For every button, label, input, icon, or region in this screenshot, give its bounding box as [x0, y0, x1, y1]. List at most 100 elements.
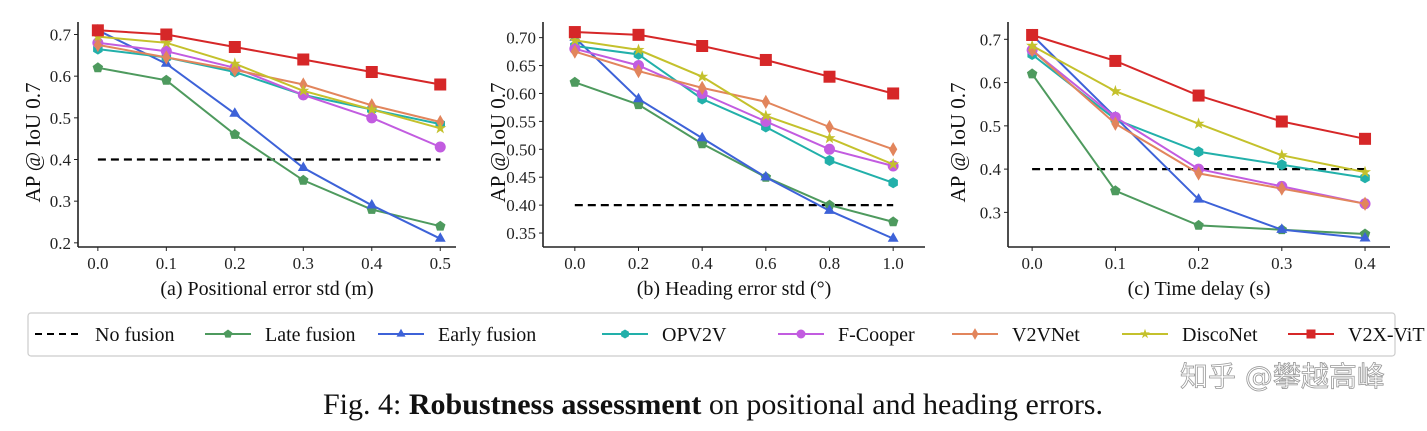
series-line [1031, 34, 1366, 240]
square-marker [91, 24, 104, 37]
thin-diamond-marker [761, 94, 770, 109]
thin-diamond-marker [1111, 116, 1120, 131]
legend-label: OPV2V [662, 324, 727, 346]
series-late-fusion [92, 62, 446, 231]
pentagon-marker [1193, 219, 1204, 230]
x-tick-label: 1.0 [883, 254, 904, 273]
pentagon-marker [92, 62, 104, 73]
hexagon-marker [1277, 159, 1287, 171]
y-tick-label: 0.40 [506, 196, 536, 215]
square-marker [1026, 28, 1039, 41]
legend-item: V2VNet [952, 324, 1080, 346]
square-marker [632, 28, 645, 41]
legend-label: V2VNet [1012, 324, 1080, 346]
pentagon-marker [887, 216, 899, 227]
x-tick-label: 0.0 [1022, 254, 1043, 273]
star-marker [228, 57, 241, 69]
watermark: 知乎 @攀越高峰 [1180, 360, 1385, 393]
y-tick-label: 0.6 [980, 74, 1001, 93]
x-tick-label: 0.0 [564, 254, 585, 273]
x-axis-label: (c) Time delay (s) [1128, 278, 1271, 300]
star-marker [823, 131, 836, 144]
y-tick-label: 0.55 [506, 112, 536, 131]
triangle-marker [1359, 232, 1371, 242]
thin-diamond-marker [1360, 196, 1370, 211]
hexagon-marker [1193, 146, 1204, 158]
y-tick-label: 0.5 [50, 109, 71, 128]
star-marker [632, 43, 645, 55]
triangle-marker [1276, 223, 1288, 233]
series-line [97, 66, 441, 228]
thin-diamond-marker [1277, 181, 1286, 196]
thin-diamond-marker [825, 119, 834, 135]
pentagon-marker [161, 74, 172, 85]
y-tick-label: 0.5 [980, 117, 1001, 136]
triangle-marker [297, 161, 309, 171]
thin-diamond-marker [1194, 166, 1203, 181]
square-marker [568, 26, 581, 39]
thin-diamond-marker [698, 80, 707, 96]
y-tick-label: 0.7 [980, 30, 1002, 49]
star-marker [1192, 117, 1205, 129]
legend-item: V2X-ViT [1288, 324, 1425, 346]
square-marker [1306, 329, 1316, 339]
thin-diamond-marker [162, 50, 171, 65]
square-marker [365, 66, 378, 78]
thin-diamond-marker [971, 328, 979, 340]
y-axis-label: AP @ IoU 0.7 [486, 82, 510, 202]
y-tick-label: 0.7 [50, 26, 72, 45]
series-late-fusion [1026, 68, 1371, 239]
series-line [97, 48, 441, 126]
legend-item: OPV2V [602, 324, 727, 346]
pentagon-marker [435, 220, 446, 231]
legend-label: Early fusion [438, 324, 536, 346]
series-line [97, 35, 441, 130]
series-f-cooper [569, 43, 899, 172]
series-line [574, 36, 894, 240]
legend-item: Late fusion [205, 324, 356, 346]
series-line [97, 41, 441, 148]
series-line [574, 50, 894, 151]
x-tick-label: 0.2 [1188, 254, 1209, 273]
legend-label: F-Cooper [838, 324, 915, 346]
star-marker [434, 121, 447, 134]
legend-box [27, 312, 1396, 357]
x-tick-label: 0.2 [224, 254, 245, 273]
x-tick-label: 0.5 [430, 254, 451, 273]
star-marker [759, 109, 772, 121]
triangle-marker [1193, 193, 1205, 203]
square-marker [160, 28, 173, 41]
legend-item: No fusion [35, 324, 174, 346]
pentagon-marker [1110, 185, 1121, 196]
x-tick-label: 0.3 [293, 254, 314, 273]
hexagon-marker [888, 177, 898, 189]
subplot-c: 0.0 0.1 0.2 0.3 0.4 0.3 0.4 0.5 0.6 0.7 (c) Time d… [946, 22, 1390, 300]
square-marker [696, 40, 709, 53]
subplot-a: 0.0 0.1 0.2 0.3 0.4 0.5 0.2 0.3 0.4 0.5 0.6 0.7 (a) … [21, 22, 456, 300]
x-tick-label: 0.1 [1105, 254, 1126, 273]
star-marker [365, 103, 378, 115]
y-tick-label: 0.50 [506, 140, 536, 159]
legend-label: Late fusion [265, 324, 356, 346]
star-marker [1140, 328, 1150, 339]
series-line [97, 29, 441, 240]
thin-diamond-marker [570, 44, 579, 59]
series-early-fusion [92, 24, 446, 242]
y-axis-label: AP @ IoU 0.7 [946, 82, 970, 202]
legend-item: F-Cooper [778, 324, 915, 346]
triangle-marker [696, 131, 708, 142]
triangle-marker [887, 232, 899, 242]
x-axis-label: (a) Positional error std (m) [160, 278, 373, 300]
thin-diamond-marker [93, 37, 102, 53]
series-disconet [568, 34, 900, 170]
star-marker [1109, 84, 1122, 97]
series-line [574, 47, 894, 167]
square-marker [759, 53, 772, 66]
hexagon-marker [824, 155, 835, 166]
square-marker [297, 53, 310, 66]
y-tick-label: 0.4 [50, 151, 72, 170]
legend-label: No fusion [95, 324, 174, 346]
y-tick-label: 0.3 [980, 203, 1001, 222]
y-tick-label: 0.70 [506, 29, 536, 48]
